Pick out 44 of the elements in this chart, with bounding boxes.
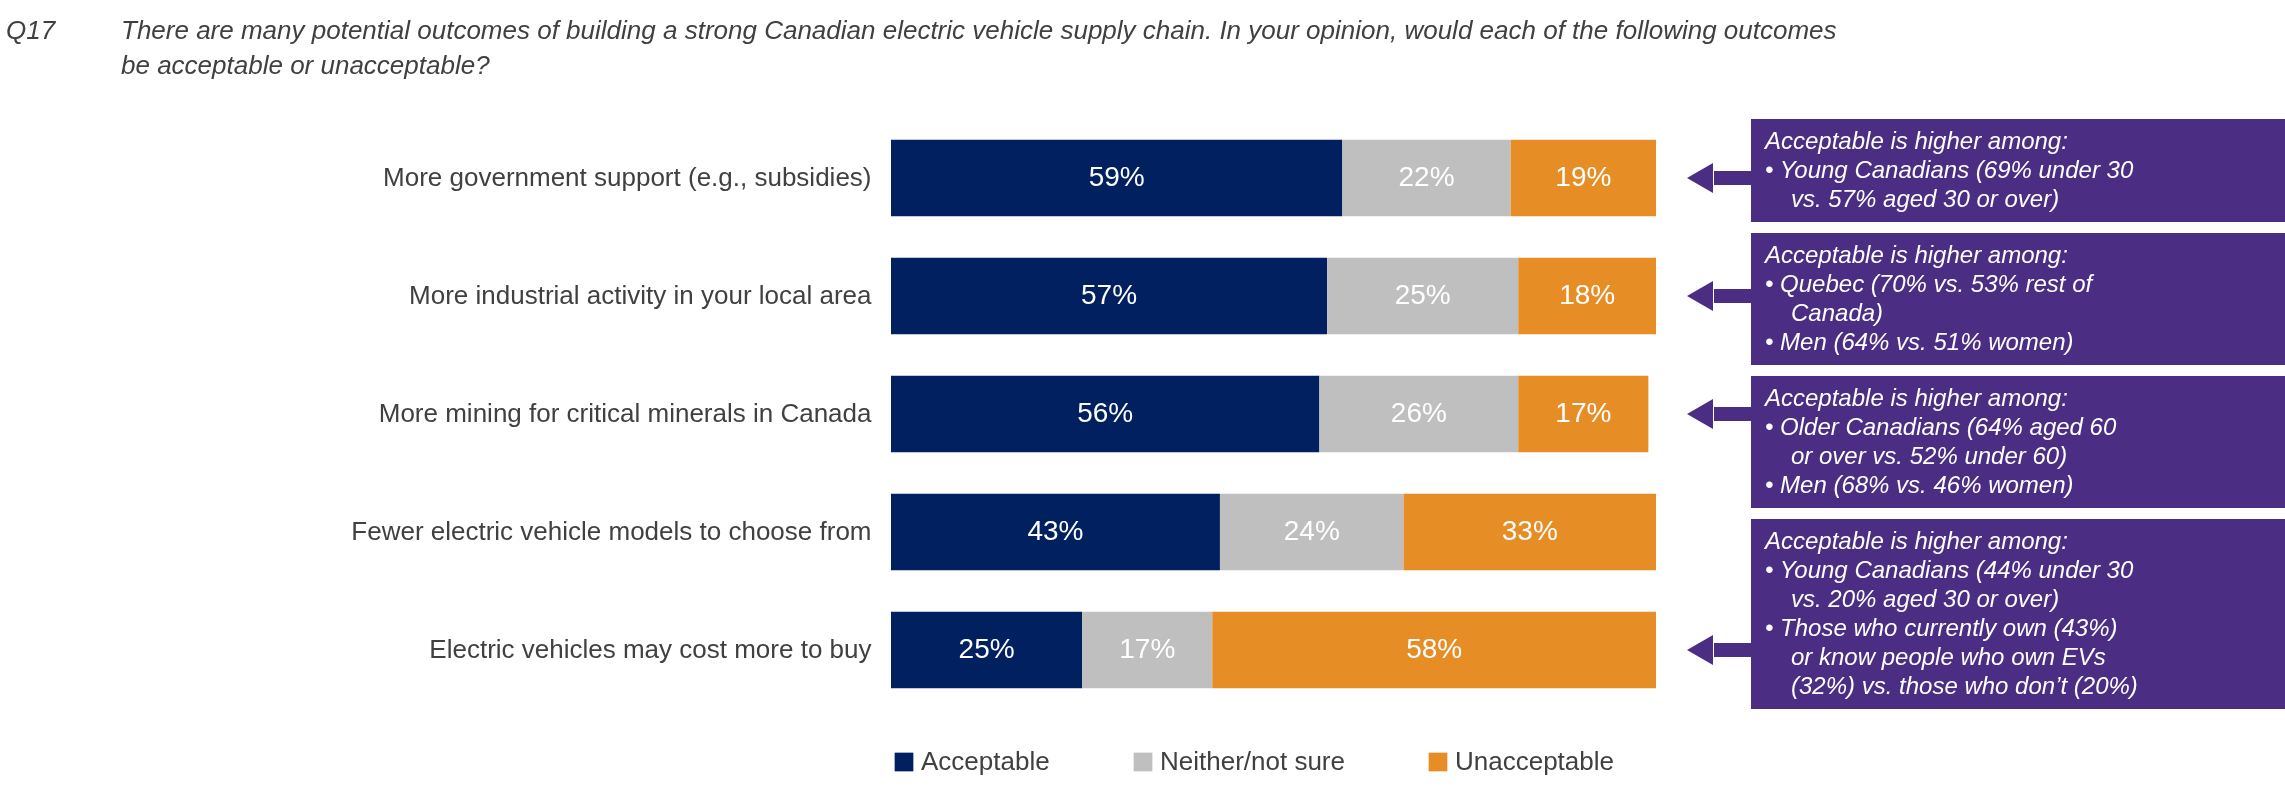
data-label: 26%: [1390, 397, 1447, 428]
bar: [891, 375, 1320, 453]
y-tick-label: More industrial activity in your local area: [409, 280, 873, 310]
bar: [1327, 257, 1519, 335]
data-label: 33%: [1501, 515, 1558, 546]
data-label: 18%: [1559, 279, 1616, 310]
bar: [1319, 375, 1519, 453]
chart-title: There are many potential outcomes of building a strong Canadian electric vehicle supply chain. In your opinion, would each of the following outcomes be acceptable or unacceptable?: [121, 15, 1837, 80]
text: Acceptable is higher among: • Young Canadians (69% under 30 vs. 57% aged 30 or over): [1763, 126, 2134, 212]
data-label: 57%: [1081, 279, 1138, 310]
data-label: 22%: [1398, 161, 1455, 192]
bar: [1219, 493, 1404, 571]
data-label: 17%: [1119, 633, 1176, 664]
data-label: 17%: [1555, 397, 1612, 428]
data-label: 19%: [1555, 161, 1612, 192]
bar: [1518, 257, 1656, 335]
data-label: 43%: [1027, 515, 1084, 546]
text: Acceptable is higher among: • Quebec (70% vs. 53% rest of Canada) • Men (64% vs. 51% women): [1763, 240, 2095, 355]
data-label: 58%: [1406, 633, 1463, 664]
y-tick-label: Electric vehicles may cost more to buy: [429, 634, 872, 664]
legend-label: Unacceptable: [1455, 746, 1614, 776]
legend-label: Neither/not sure: [1160, 746, 1345, 776]
bar: [1212, 611, 1656, 689]
data-label: 25%: [1394, 279, 1451, 310]
data-label: 24%: [1283, 515, 1340, 546]
data-label: 56%: [1077, 397, 1134, 428]
y-tick-label: More government support (e.g., subsidies): [383, 162, 872, 192]
bar: [1403, 493, 1656, 571]
data-label: 59%: [1088, 161, 1145, 192]
bar: [1510, 139, 1656, 217]
y-tick-label: More mining for critical minerals in Canada: [378, 398, 873, 428]
text: Acceptable is higher among: • Older Canadians (64% aged 60 or over vs. 52% under 60) • Men (68% vs. 46% women): [1763, 383, 2117, 498]
bar: [1082, 611, 1213, 689]
bar: [891, 257, 1328, 335]
text: Acceptable is higher among: • Young Canadians (44% under 30 vs. 20% aged 30 or over) • Those who currently own (43%) or know people who own EVs (32%) vs. those who don’t (20%): [1763, 526, 2138, 699]
legend-label: Acceptable: [921, 746, 1050, 776]
bar: [891, 493, 1220, 571]
bar: [891, 611, 1083, 689]
y-tick-label: Fewer electric vehicle models to choose from: [351, 516, 872, 546]
bar: [1342, 139, 1511, 217]
data-label: 25%: [958, 633, 1015, 664]
bar: [891, 139, 1343, 217]
text: Q17: [6, 15, 57, 45]
bar: [1518, 375, 1649, 453]
